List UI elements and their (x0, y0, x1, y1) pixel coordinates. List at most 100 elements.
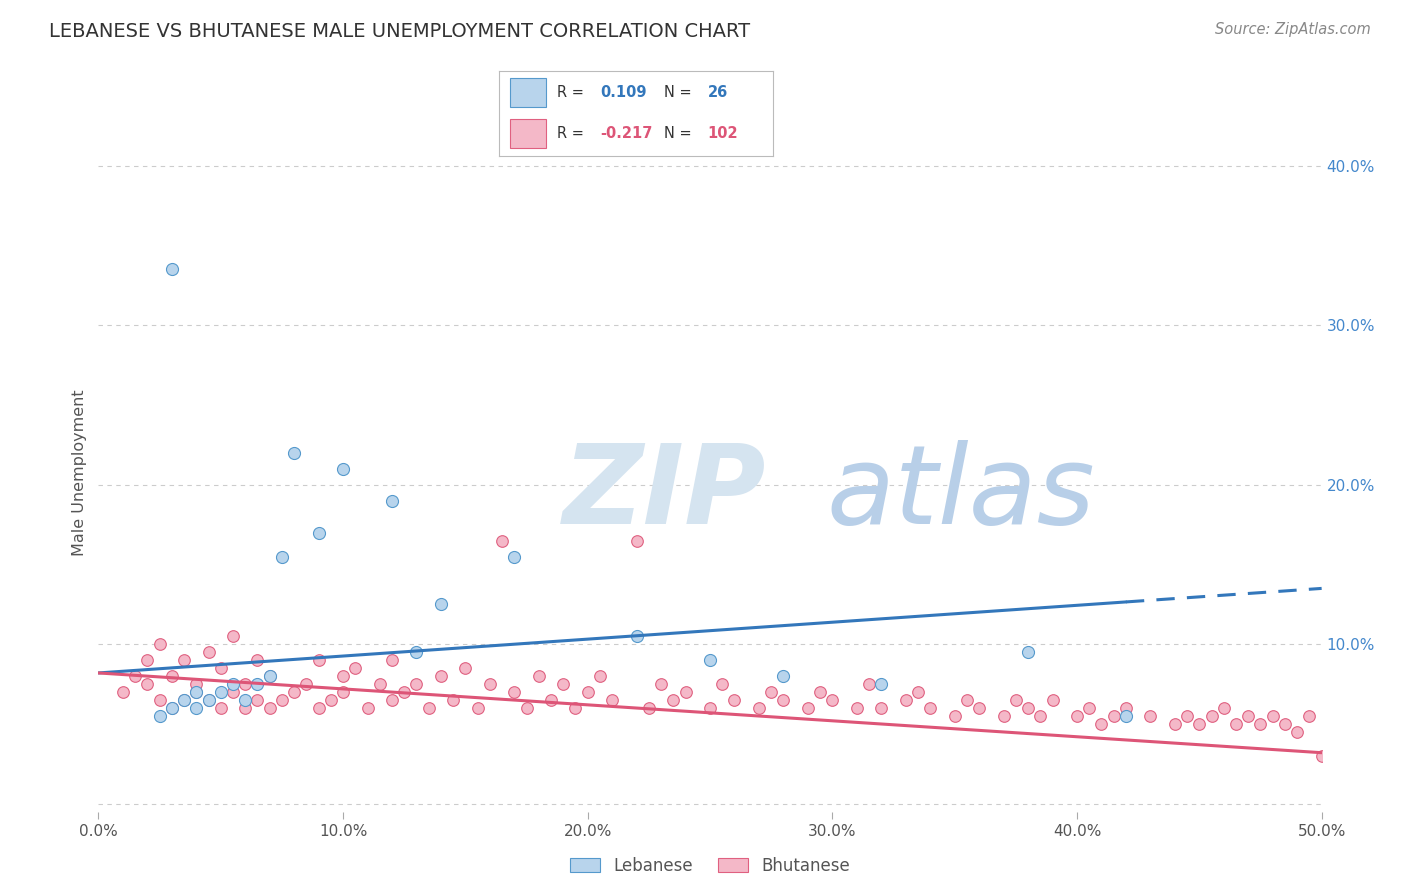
Point (675, 685, 697, 699)
Point (246, 677, 269, 691)
Point (515, 701, 537, 715)
Point (149, 693, 172, 707)
Point (1115, 701, 1137, 715)
Point (332, 685, 354, 699)
Point (160, 701, 183, 715)
Text: 26: 26 (707, 85, 728, 100)
Point (845, 701, 868, 715)
Point (600, 693, 623, 707)
Text: N =: N = (664, 126, 692, 141)
Point (197, 693, 219, 707)
Point (186, 685, 208, 699)
Point (186, 677, 208, 691)
Point (1225, 717, 1247, 731)
Point (149, 709, 172, 723)
Point (270, 549, 294, 564)
Bar (510, 78, 546, 107)
Point (222, 629, 245, 643)
Point (772, 693, 794, 707)
Point (344, 661, 367, 675)
Point (246, 653, 269, 667)
Point (589, 669, 612, 683)
Point (233, 693, 256, 707)
Point (1102, 709, 1125, 723)
Point (136, 653, 159, 667)
Point (723, 693, 745, 707)
Text: atlas: atlas (827, 440, 1095, 547)
Point (1017, 645, 1039, 659)
Point (173, 693, 195, 707)
Point (699, 653, 721, 667)
Point (173, 653, 195, 667)
Point (1237, 709, 1260, 723)
Point (1212, 701, 1234, 715)
Point (1261, 709, 1284, 723)
Point (993, 709, 1015, 723)
Point (454, 661, 477, 675)
Point (368, 677, 391, 691)
Point (527, 669, 550, 683)
Point (1115, 709, 1137, 723)
Point (956, 693, 979, 707)
Point (576, 685, 599, 699)
Text: 0.109: 0.109 (600, 85, 647, 100)
Text: LEBANESE VS BHUTANESE MALE UNEMPLOYMENT CORRELATION CHART: LEBANESE VS BHUTANESE MALE UNEMPLOYMENT … (49, 22, 751, 41)
Point (308, 525, 330, 540)
Point (283, 446, 305, 460)
Text: Source: ZipAtlas.com: Source: ZipAtlas.com (1215, 22, 1371, 37)
Point (1017, 701, 1039, 715)
Bar (510, 119, 546, 147)
Point (209, 661, 232, 675)
Text: 102: 102 (707, 126, 738, 141)
Text: ZIP: ZIP (564, 440, 766, 547)
Point (430, 598, 453, 612)
Point (283, 685, 305, 699)
Y-axis label: Male Unemployment: Male Unemployment (72, 390, 87, 556)
Point (772, 669, 794, 683)
Point (761, 685, 783, 699)
Point (540, 693, 562, 707)
Point (308, 701, 330, 715)
Point (332, 462, 354, 476)
Point (626, 629, 648, 643)
Point (381, 653, 404, 667)
Point (259, 669, 281, 683)
Point (259, 701, 281, 715)
Point (503, 685, 526, 699)
Point (136, 677, 159, 691)
Point (381, 493, 404, 508)
Point (1139, 709, 1161, 723)
Point (920, 701, 942, 715)
Point (478, 677, 501, 691)
Point (308, 653, 330, 667)
Point (1029, 709, 1052, 723)
Point (233, 701, 256, 715)
Point (1066, 709, 1088, 723)
Point (222, 685, 245, 699)
Point (894, 693, 917, 707)
Point (1249, 717, 1271, 731)
Text: R =: R = (557, 126, 583, 141)
Point (209, 685, 232, 699)
Point (197, 693, 219, 707)
Point (222, 677, 245, 691)
Point (748, 701, 770, 715)
Point (1298, 709, 1320, 723)
Point (638, 701, 661, 715)
Point (907, 685, 929, 699)
Text: R =: R = (557, 85, 583, 100)
Text: -0.217: -0.217 (600, 126, 652, 141)
Point (1310, 748, 1333, 763)
Point (553, 677, 575, 691)
Point (441, 693, 464, 707)
Point (381, 693, 404, 707)
Point (186, 701, 208, 715)
Point (699, 701, 721, 715)
Point (1274, 717, 1296, 731)
Point (124, 669, 146, 683)
Point (503, 549, 526, 564)
Point (1164, 717, 1187, 731)
Point (295, 677, 318, 691)
Point (967, 701, 990, 715)
Point (246, 693, 269, 707)
